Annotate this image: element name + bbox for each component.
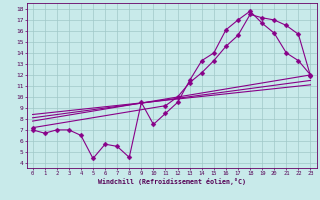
X-axis label: Windchill (Refroidissement éolien,°C): Windchill (Refroidissement éolien,°C): [98, 178, 245, 185]
